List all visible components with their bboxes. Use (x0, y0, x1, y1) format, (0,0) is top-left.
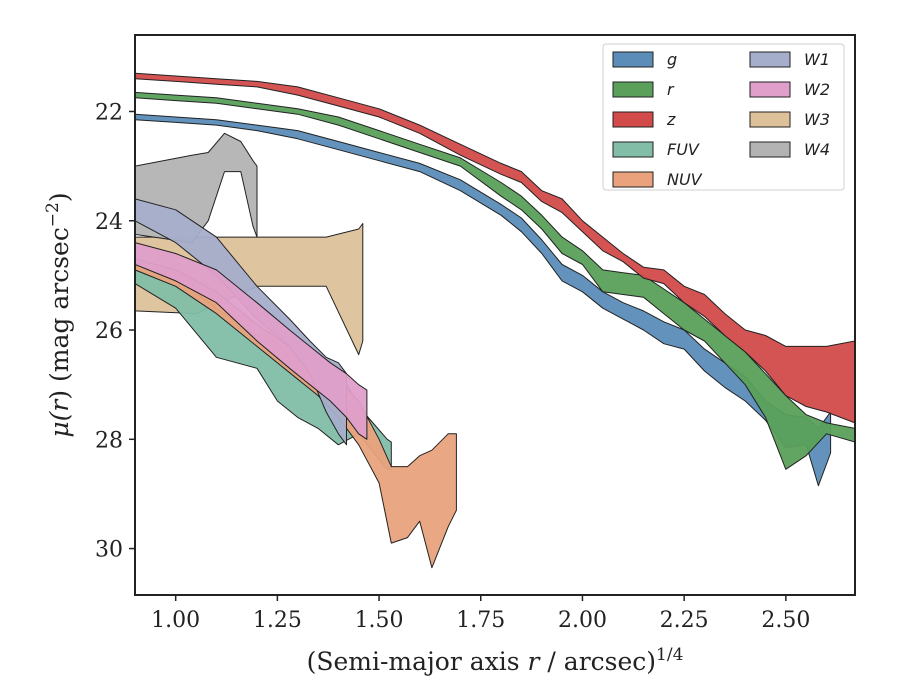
legend-label-w1: W1 (804, 50, 830, 69)
y-tick-label: 26 (95, 319, 123, 344)
legend-label-w4: W4 (804, 140, 830, 159)
x-tick-label: 2.00 (558, 608, 607, 633)
series-bands (135, 72, 855, 569)
y-tick-label: 28 (95, 428, 123, 453)
x-axis-label-var: r (528, 647, 542, 676)
band-w2 (135, 242, 368, 440)
band-z (135, 72, 855, 424)
x-axis-ticks: 1.00 1.25 1.50 1.75 2.00 2.25 2.50 (151, 595, 810, 633)
x-tick-label: 1.25 (253, 608, 302, 633)
x-axis-label: (Semi-major axis r / arcsec)1/4 (307, 645, 684, 676)
y-axis-label-unit: ) (mag arcsec (45, 227, 74, 400)
legend-swatch-w2 (749, 81, 791, 98)
legend: grz FUV NUV W1 W2 W3 W4 (602, 43, 845, 191)
legend-swatch-w1 (749, 51, 791, 68)
legend-swatch-w3 (749, 111, 791, 128)
y-axis-label: μ(r) (mag arcsec−2) (43, 192, 74, 437)
x-tick-label: 1.75 (456, 608, 505, 633)
x-tick-label: 2.50 (761, 608, 810, 633)
y-tick-label: 30 (95, 538, 123, 563)
legend-swatch-fuv (612, 141, 654, 158)
plot-frame (134, 34, 856, 596)
x-axis-label-prefix: (Semi-major axis (307, 647, 528, 676)
legend-swatch-g (612, 51, 654, 68)
y-axis-label-var: r (45, 398, 74, 412)
band-g (135, 113, 832, 487)
x-tick-label: 1.00 (151, 608, 200, 633)
legend-label-nuv: NUV (667, 170, 703, 189)
y-axis-label-exponent: −2 (43, 202, 63, 227)
legend-swatch-z (612, 111, 654, 128)
y-axis-label-mu: μ( (45, 410, 74, 437)
legend-label-w3: W3 (804, 110, 830, 129)
legend-label-z: z (666, 110, 676, 129)
x-tick-label: 2.25 (660, 608, 709, 633)
y-axis-ticks: 22 24 26 28 30 (95, 100, 135, 563)
x-tick-label: 1.50 (355, 608, 404, 633)
legend-swatch-r (612, 81, 654, 98)
legend-swatch-nuv (612, 171, 654, 188)
x-axis-label-suffix: / arcsec) (539, 647, 656, 676)
band-r (135, 91, 855, 470)
x-axis-label-exponent: 1/4 (656, 645, 683, 665)
y-axis-label-close: ) (45, 192, 74, 202)
y-tick-label: 22 (95, 100, 123, 125)
legend-swatch-w4 (749, 141, 791, 158)
legend-label-r: r (667, 80, 675, 99)
legend-label-g: g (667, 50, 677, 69)
legend-label-fuv: FUV (667, 140, 700, 159)
y-tick-label: 24 (95, 210, 123, 235)
legend-label-w2: W2 (804, 80, 830, 99)
